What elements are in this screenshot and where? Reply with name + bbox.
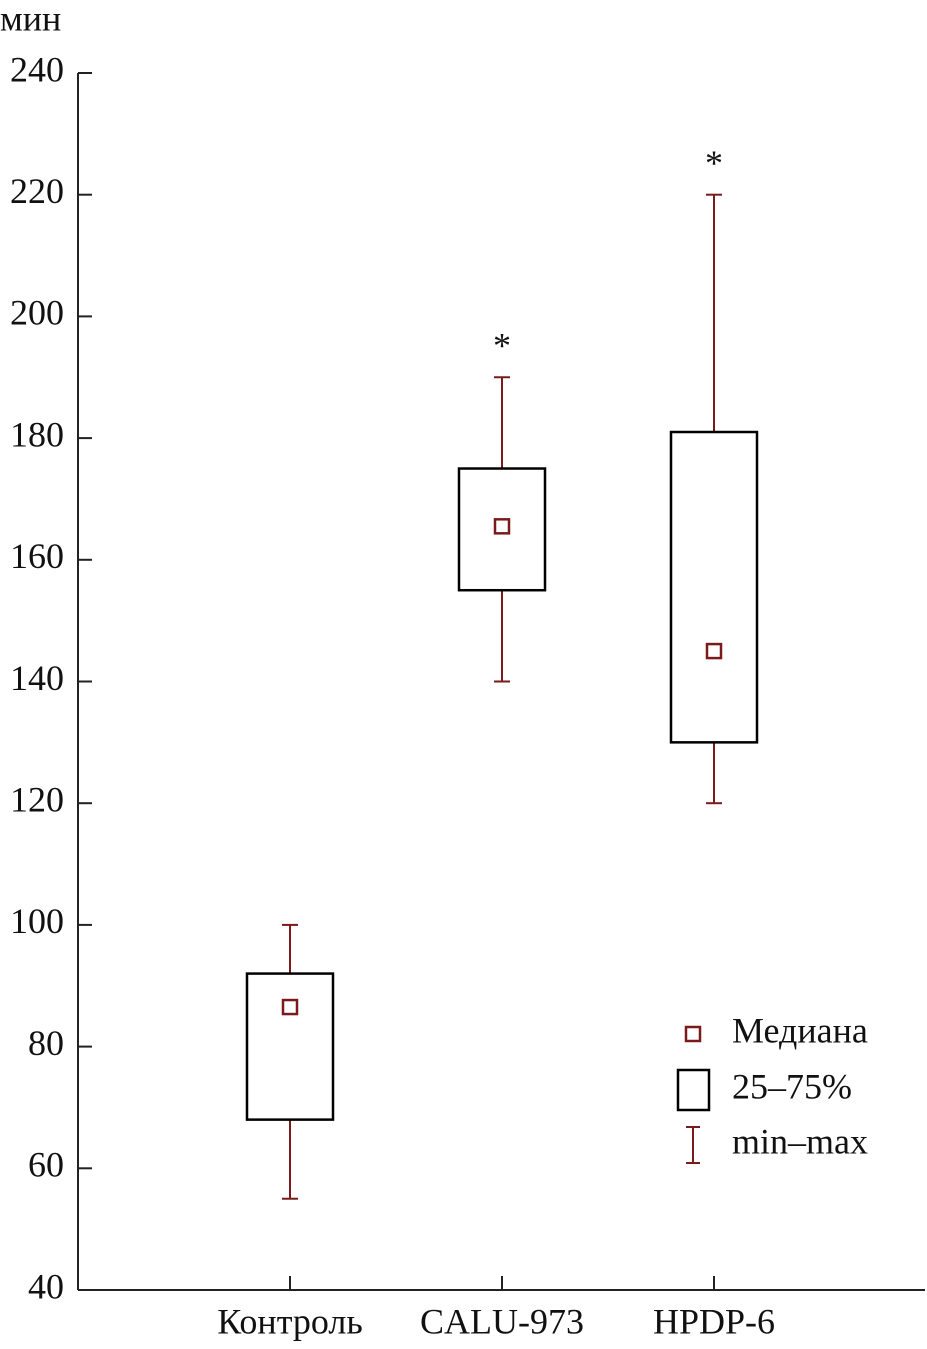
legend-median-symbol [684, 1025, 702, 1043]
y-tick-label: 200 [10, 293, 64, 333]
median [281, 998, 299, 1016]
x-tick-label: CALU-973 [420, 1301, 584, 1341]
y-tick-label: 60 [28, 1145, 64, 1185]
significance-marker: * [705, 143, 723, 183]
y-tick-label: 40 [28, 1266, 64, 1306]
legend-label: Медиана [732, 1010, 868, 1050]
y-tick-label: 120 [10, 779, 64, 819]
y-tick-label: 80 [28, 1023, 64, 1063]
significance-marker: * [493, 326, 511, 366]
x-tick-label: Контроль [217, 1301, 363, 1341]
box [669, 430, 759, 744]
median [705, 642, 723, 660]
box [245, 972, 335, 1121]
box [457, 467, 547, 592]
median [493, 518, 511, 535]
y-tick-label: 160 [10, 536, 64, 576]
legend-label: 25–75% [732, 1066, 852, 1106]
legend-box-symbol [676, 1068, 711, 1112]
x-tick-label: HPDP-6 [653, 1301, 775, 1341]
legend-label: min–max [732, 1121, 868, 1161]
y-tick-label: 220 [10, 171, 64, 211]
y-tick-label: 100 [10, 901, 64, 941]
y-tick-label: 180 [10, 414, 64, 454]
y-tick-label: 140 [10, 658, 64, 698]
y-axis-label: мин [0, 0, 61, 38]
y-tick-label: 240 [10, 49, 64, 89]
